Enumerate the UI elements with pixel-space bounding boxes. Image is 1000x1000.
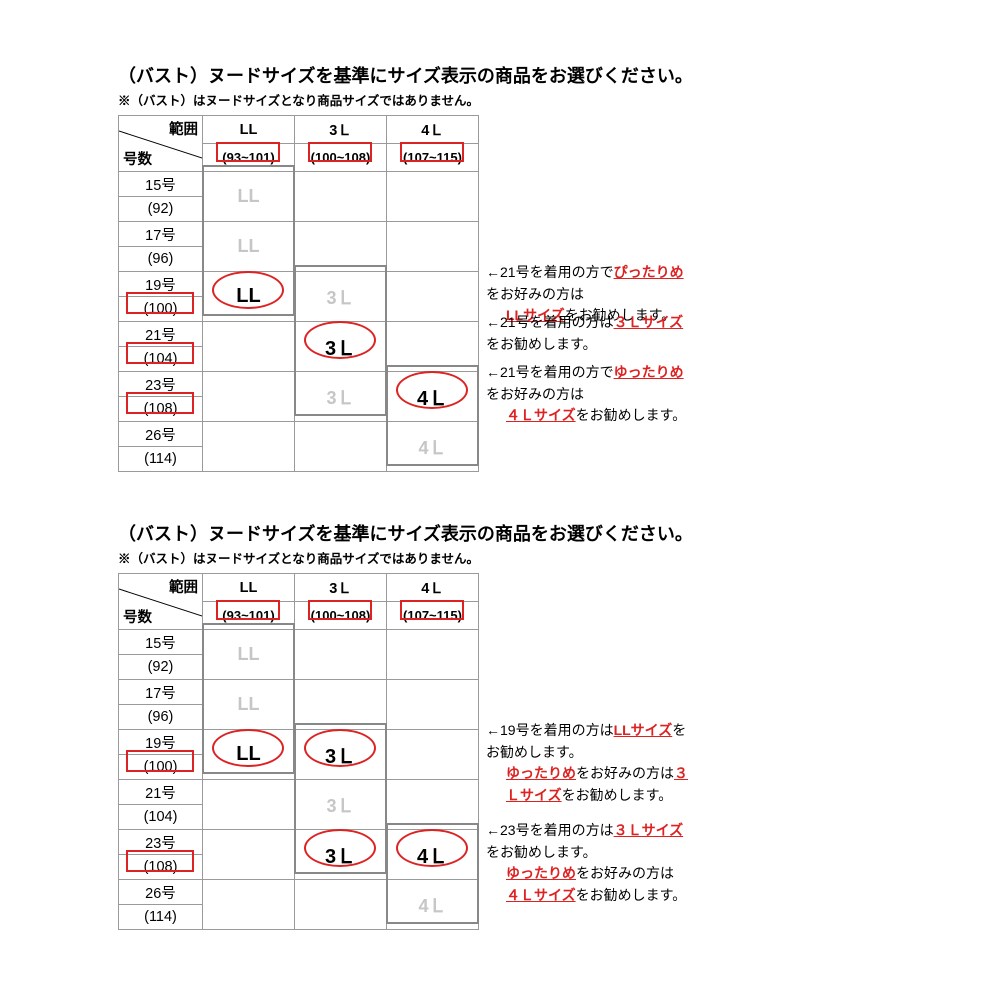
row-no-4: 23号: [119, 830, 203, 855]
anno-line: ←21号を着用の方でぴったりめをお好みの方は: [486, 262, 693, 305]
col-header-0: LL: [203, 116, 295, 144]
annotation-1: ←21号を着用の方は３Ｌサイズをお勧めします。: [486, 312, 693, 355]
col-header-2: 4Ｌ: [387, 574, 479, 602]
cell-4L-1: [387, 222, 479, 272]
anno-line: ←23号を着用の方は３Ｌサイズをお勧めします。: [486, 820, 693, 863]
cell-LL-1: LL: [203, 222, 295, 272]
row-val-5: (114): [119, 447, 203, 472]
row-no-1: 17号: [119, 680, 203, 705]
cell-4L-0: [387, 172, 479, 222]
section-2: （バスト）ヌードサイズを基準にサイズ表示の商品をお選びください。 ※（バスト）はヌ…: [118, 520, 693, 934]
row-no-3: 21号: [119, 322, 203, 347]
row-val-3: (104): [119, 805, 203, 830]
cell-3L-5: [295, 880, 387, 930]
cell-4L-2: [387, 730, 479, 780]
row-no-2: 19号: [119, 272, 203, 297]
anno-line: ←21号を着用の方は３Ｌサイズをお勧めします。: [486, 312, 693, 355]
col-range-0: (93~101): [203, 602, 295, 630]
cell-4L-2: [387, 272, 479, 322]
anno-line: ４Ｌサイズをお勧めします。: [506, 405, 693, 427]
anno-line: ゆったりめをお好みの方は: [506, 863, 693, 885]
cell-4L-1: [387, 680, 479, 730]
cell-LL-2: LL: [203, 730, 295, 780]
row-val-0: (92): [119, 655, 203, 680]
title: （バスト）ヌードサイズを基準にサイズ表示の商品をお選びください。: [118, 520, 693, 546]
col-range-2: (107~115): [387, 602, 479, 630]
cell-4L-0: [387, 630, 479, 680]
annotation-1: ←23号を着用の方は３Ｌサイズをお勧めします。ゆったりめをお好みの方は４Ｌサイズ…: [486, 820, 693, 907]
row-val-1: (96): [119, 247, 203, 272]
row-val-4: (108): [119, 855, 203, 880]
col-header-1: 3Ｌ: [295, 574, 387, 602]
cell-LL-2: LL: [203, 272, 295, 322]
cell-4L-3: [387, 322, 479, 372]
col-range-2: (107~115): [387, 144, 479, 172]
cell-LL-4: [203, 372, 295, 422]
annotation-0: ←19号を着用の方はLLサイズをお勧めします。ゆったりめをお好みの方は３Ｌサイズ…: [486, 720, 693, 807]
cell-3L-5: [295, 422, 387, 472]
cell-4L-4: 4Ｌ: [387, 830, 479, 880]
note: ※（バスト）はヌードサイズとなり商品サイズではありません。: [118, 90, 693, 109]
cell-3L-3: 3Ｌ: [295, 322, 387, 372]
cell-LL-0: LL: [203, 172, 295, 222]
cell-LL-5: [203, 422, 295, 472]
row-no-3: 21号: [119, 780, 203, 805]
cell-3L-3: 3Ｌ: [295, 780, 387, 830]
col-header-1: 3Ｌ: [295, 116, 387, 144]
row-val-2: (100): [119, 755, 203, 780]
anno-line: ←21号を着用の方でゆったりめをお好みの方は: [486, 362, 693, 405]
cell-LL-3: [203, 322, 295, 372]
row-no-2: 19号: [119, 730, 203, 755]
col-range-0: (93~101): [203, 144, 295, 172]
row-no-4: 23号: [119, 372, 203, 397]
row-no-5: 26号: [119, 880, 203, 905]
row-no-5: 26号: [119, 422, 203, 447]
cell-LL-3: [203, 780, 295, 830]
col-header-2: 4Ｌ: [387, 116, 479, 144]
row-val-1: (96): [119, 705, 203, 730]
col-header-0: LL: [203, 574, 295, 602]
anno-line: ←19号を着用の方はLLサイズをお勧めします。: [486, 720, 693, 763]
note: ※（バスト）はヌードサイズとなり商品サイズではありません。: [118, 548, 693, 567]
row-val-5: (114): [119, 905, 203, 930]
row-no-0: 15号: [119, 630, 203, 655]
cell-4L-5: 4Ｌ: [387, 880, 479, 930]
anno-line: ４Ｌサイズをお勧めします。: [506, 885, 693, 907]
cell-3L-4: 3Ｌ: [295, 830, 387, 880]
anno-line: ゆったりめをお好みの方は３Ｌサイズをお勧めします。: [506, 763, 693, 806]
row-no-1: 17号: [119, 222, 203, 247]
cell-LL-0: LL: [203, 630, 295, 680]
row-val-2: (100): [119, 297, 203, 322]
cell-4L-4: 4Ｌ: [387, 372, 479, 422]
cell-3L-2: 3Ｌ: [295, 730, 387, 780]
title: （バスト）ヌードサイズを基準にサイズ表示の商品をお選びください。: [118, 62, 693, 88]
cell-3L-1: [295, 680, 387, 730]
cell-3L-2: 3Ｌ: [295, 272, 387, 322]
row-val-4: (108): [119, 397, 203, 422]
cell-3L-1: [295, 222, 387, 272]
section-1: （バスト）ヌードサイズを基準にサイズ表示の商品をお選びください。 ※（バスト）はヌ…: [118, 62, 693, 476]
cell-LL-4: [203, 830, 295, 880]
row-no-0: 15号: [119, 172, 203, 197]
cell-4L-5: 4Ｌ: [387, 422, 479, 472]
cell-4L-3: [387, 780, 479, 830]
cell-3L-4: 3Ｌ: [295, 372, 387, 422]
size-table: 範囲 号数 LL3Ｌ4Ｌ(93~101)(100~108)(107~115)15…: [118, 573, 479, 930]
col-range-1: (100~108): [295, 602, 387, 630]
row-val-3: (104): [119, 347, 203, 372]
annotation-2: ←21号を着用の方でゆったりめをお好みの方は４Ｌサイズをお勧めします。: [486, 362, 693, 427]
cell-3L-0: [295, 630, 387, 680]
cell-LL-1: LL: [203, 680, 295, 730]
row-val-0: (92): [119, 197, 203, 222]
size-table: 範囲 号数 LL3Ｌ4Ｌ(93~101)(100~108)(107~115)15…: [118, 115, 479, 472]
col-range-1: (100~108): [295, 144, 387, 172]
cell-LL-5: [203, 880, 295, 930]
cell-3L-0: [295, 172, 387, 222]
